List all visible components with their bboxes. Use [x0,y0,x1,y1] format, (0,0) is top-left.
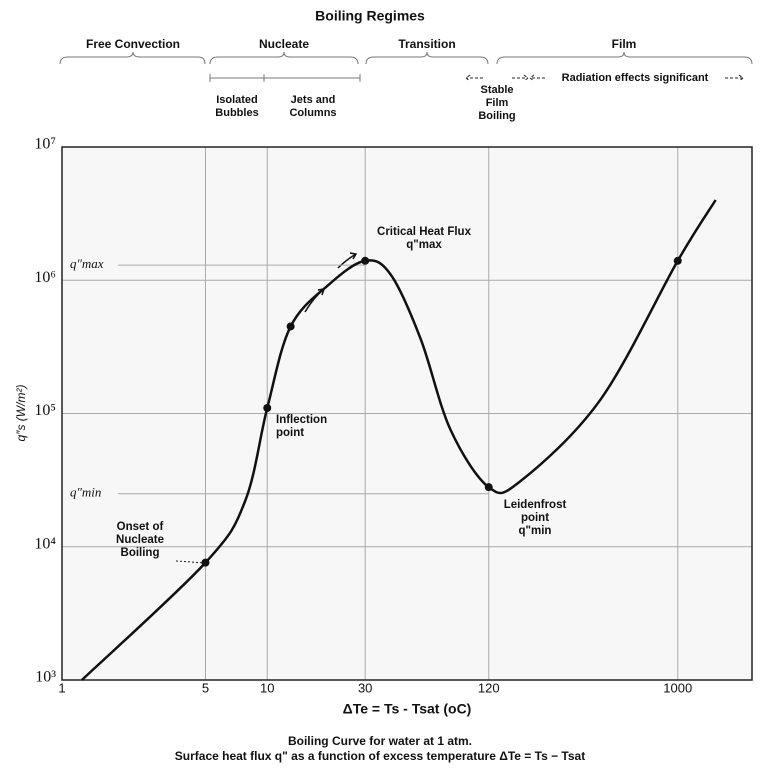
annotation: Nucleate [116,534,164,546]
sub-regime-label: Stable [480,84,513,96]
annotation: Leidenfrost [504,499,567,511]
sub-regime-label: Film [486,97,509,109]
regime-label: Nucleate [259,37,309,51]
curve-point [484,483,493,492]
x-tick-label: 5 [202,680,209,695]
x-tick-label: 120 [478,680,500,695]
boiling-curve [81,199,717,681]
braces [59,51,753,82]
curve-point [673,256,682,265]
y-ref-label: q″max [70,256,104,271]
y-tick-label: 10⁴ [34,535,56,552]
sub-regime-label: Jets and [291,94,336,106]
sub-regime-label: Isolated [216,94,258,106]
y-ref-label: q″min [70,485,101,500]
caption: Boiling Curve for water at 1 atm. [288,734,472,748]
annotation: Onset of [117,521,164,533]
y-tick-label: 10⁷ [34,136,56,153]
x-axis-label: ΔTe = Ts - Tsat (oC) [343,701,472,717]
sub-regime-label: Radiation effects significant [562,72,709,84]
sub-regime-label: Boiling [478,110,515,122]
annotation-leader [175,560,207,564]
annotation: Boiling [121,547,160,559]
annotation: Critical Heat Flux [377,226,472,238]
header-title: Boiling Regimes [315,8,425,24]
x-tick-label: 1000 [663,680,692,695]
annotation: point [276,427,304,439]
y-tick-label: 10³ [35,669,56,686]
curve-point [286,322,295,331]
sub-regime-label: Columns [289,107,336,119]
regime-label: Film [612,37,637,51]
x-tick-label: 10 [260,680,274,695]
annotation: q"max [406,239,442,251]
y-axis-label: q″s (W/m²) [14,385,28,442]
sub-regime-label: Bubbles [215,107,258,119]
y-tick-label: 10⁶ [34,269,56,286]
x-tick-label: 1 [58,680,65,695]
curve-point [361,256,370,265]
regime-label: Free Convection [86,37,180,51]
annotation: point [521,512,549,524]
annotation: q"min [519,525,552,537]
caption: Surface heat flux q" as a function of ex… [175,749,585,763]
x-tick-label: 30 [358,680,372,695]
regime-label: Transition [398,37,455,51]
curve-point [263,403,272,412]
y-tick-label: 10⁵ [34,402,56,419]
plot-frame [61,146,753,681]
annotation: Inflection [276,414,327,426]
